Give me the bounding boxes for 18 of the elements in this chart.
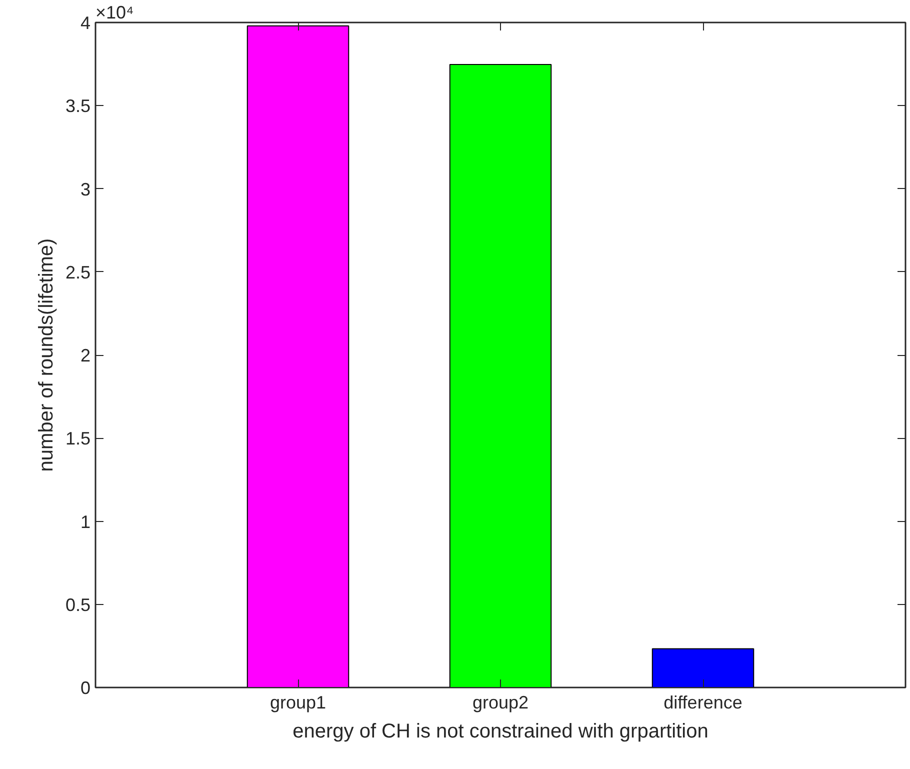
y-tick-label: 1.5 bbox=[65, 428, 91, 449]
annotation: ×10⁴ bbox=[96, 2, 134, 22]
y-tick-label: 3 bbox=[80, 179, 91, 200]
x-tick-label: group2 bbox=[472, 692, 529, 712]
x-tick-label: difference bbox=[664, 692, 742, 712]
bar bbox=[652, 648, 754, 688]
bar bbox=[449, 64, 552, 688]
x-axis-title: energy of CH is not constrained with grpartition bbox=[292, 720, 708, 742]
x-tick-label: group1 bbox=[270, 692, 326, 712]
y-axis-title: number of rounds(lifetime) bbox=[35, 238, 58, 472]
y-tick-label: 1 bbox=[80, 512, 91, 532]
y-tick-label: 3.5 bbox=[65, 96, 91, 116]
y-tick-label: 0 bbox=[80, 678, 91, 698]
y-tick-label: 4 bbox=[80, 13, 91, 33]
bar bbox=[246, 25, 350, 688]
y-tick-label: 2.5 bbox=[65, 262, 91, 282]
y-tick-label: 0.5 bbox=[65, 594, 91, 615]
y-tick-label: 2 bbox=[80, 346, 91, 366]
